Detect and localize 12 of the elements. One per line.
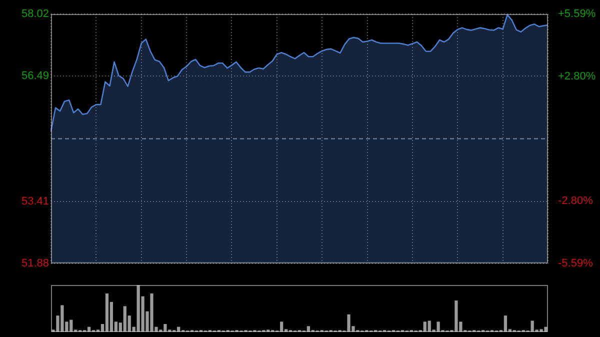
y2-tick-label: -5.59% [558,257,594,270]
y2-tick-label: -2.80% [558,195,594,208]
y2-tick-label: +2.80% [558,70,596,82]
y-tick-label: 56.49 [21,70,49,82]
bar [105,293,109,332]
bar [504,316,508,332]
y-tick-label: 51.88 [21,257,49,270]
y-tick-label: 53.41 [21,195,49,208]
y-tick-label: 58.02 [21,8,49,20]
y2-tick-label: +5.59% [558,8,596,20]
bar [306,326,310,332]
bar [87,326,91,332]
